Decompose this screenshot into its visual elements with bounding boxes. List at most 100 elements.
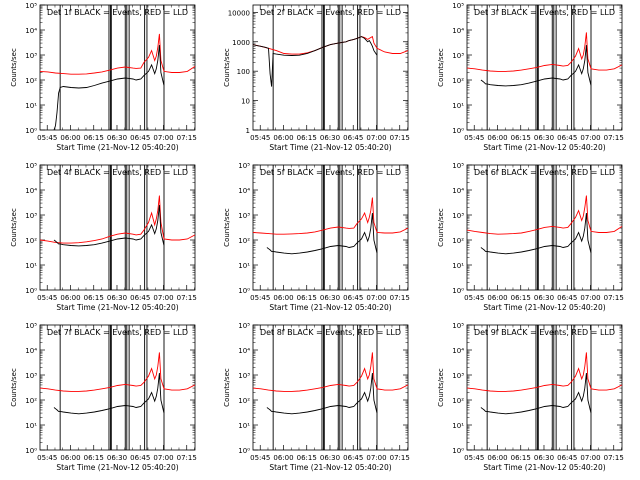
y-tick-label: 10⁴ <box>25 27 37 35</box>
x-tick-label: 06:45 <box>130 294 150 302</box>
events-series-line <box>53 372 165 415</box>
y-tick-label: 10⁰ <box>238 447 250 455</box>
y-tick-label: 10⁵ <box>238 322 250 330</box>
x-axis-title: Start Time (21-Nov-12 05:40:20) <box>483 143 605 152</box>
x-tick-label: 07:00 <box>153 454 173 462</box>
x-tick-label: 07:15 <box>177 134 197 142</box>
y-tick-label: 10⁴ <box>25 347 37 355</box>
y-tick-label: 10¹ <box>25 102 37 110</box>
x-tick-label: 06:15 <box>511 454 531 462</box>
detector-panel-9: 10⁰ 10¹ 10² 10³ 10⁴ 10⁵ 05:45 06:00 06:15 06:30 06… <box>437 322 624 472</box>
x-tick-label: 06:45 <box>343 454 363 462</box>
y-tick-label: 10³ <box>238 212 250 220</box>
x-tick-label: 05:45 <box>464 294 484 302</box>
detector-panel-6: 10⁰ 10¹ 10² 10³ 10⁴ 10⁵ 05:45 06:00 06:15 06:30 06… <box>437 162 624 312</box>
x-tick-label: 06:45 <box>343 294 363 302</box>
y-tick-label: 10⁴ <box>238 347 250 355</box>
events-series-line <box>53 205 165 247</box>
y-tick-label: 10¹ <box>25 262 37 270</box>
y-tick-label: 10¹ <box>25 422 37 430</box>
x-axis-title: Start Time (21-Nov-12 05:40:20) <box>56 303 178 312</box>
y-tick-label: 10² <box>25 397 37 405</box>
x-tick-label: 05:45 <box>37 454 57 462</box>
x-tick-label: 06:15 <box>84 134 104 142</box>
x-tick-label: 06:15 <box>511 294 531 302</box>
plot-frame <box>39 164 196 291</box>
x-tick-label: 06:45 <box>130 134 150 142</box>
y-tick-label: 10⁰ <box>25 127 37 135</box>
x-tick-label: 06:00 <box>60 454 80 462</box>
detector-panel-2: 1 10 100 1000 10000 05:45 06:00 06:15 06:30 06:45… <box>223 4 410 152</box>
plot-frame <box>466 324 623 451</box>
x-tick-label: 06:30 <box>320 294 340 302</box>
y-tick-label: 10⁵ <box>25 162 37 170</box>
y-tick-label: 10² <box>452 397 464 405</box>
x-tick-label: 06:30 <box>534 294 554 302</box>
y-tick-label: 10³ <box>238 372 250 380</box>
panel-title: Det 3f BLACK = Events, RED = LLD <box>474 8 615 17</box>
y-tick-label: 10⁵ <box>238 162 250 170</box>
y-tick-label: 10² <box>452 77 464 85</box>
lld-series-line <box>39 195 196 244</box>
x-tick-label: 06:30 <box>320 454 340 462</box>
plot-frame <box>466 4 623 131</box>
y-tick-label: 10⁰ <box>25 287 37 295</box>
panel-title: Det 5f BLACK = Events, RED = LLD <box>260 168 401 177</box>
y-tick-label: 10³ <box>25 52 37 60</box>
plot-frame <box>252 4 409 131</box>
panel-title: Det 7f BLACK = Events, RED = LLD <box>47 328 188 337</box>
detector-panel-5: 10⁰ 10¹ 10² 10³ 10⁴ 10⁵ 05:45 06:00 06:15 06:30 06… <box>223 162 410 312</box>
x-tick-label: 07:15 <box>177 454 197 462</box>
y-axis-title: Counts/sec <box>10 368 18 407</box>
plot-frame <box>39 4 196 131</box>
x-tick-label: 07:15 <box>390 454 410 462</box>
lld-series-line <box>252 197 409 235</box>
x-tick-label: 06:30 <box>320 134 340 142</box>
x-tick-label: 06:00 <box>487 134 507 142</box>
y-axis-title: Counts/sec <box>223 368 231 407</box>
plot-frame <box>466 164 623 291</box>
y-tick-label: 10³ <box>452 212 464 220</box>
y-tick-label: 100 <box>237 68 250 76</box>
panel-title: Det 4f BLACK = Events, RED = LLD <box>47 168 188 177</box>
y-tick-label: 10³ <box>25 212 37 220</box>
y-tick-label: 10² <box>25 237 37 245</box>
events-series-line <box>480 212 592 255</box>
detector-panel-7: 10⁰ 10¹ 10² 10³ 10⁴ 10⁵ 05:45 06:00 06:15 06:30 06… <box>10 322 197 472</box>
y-tick-label: 10¹ <box>238 262 250 270</box>
x-tick-label: 06:15 <box>84 294 104 302</box>
x-tick-label: 07:15 <box>604 294 624 302</box>
x-tick-label: 07:00 <box>153 134 173 142</box>
lld-series-line <box>252 352 409 392</box>
detector-panel-4: 10⁰ 10¹ 10² 10³ 10⁴ 10⁵ 05:45 06:00 06:15 06:30 06… <box>10 162 197 312</box>
y-tick-label: 10² <box>238 237 250 245</box>
events-series-line <box>266 372 378 415</box>
x-tick-label: 05:45 <box>250 454 270 462</box>
x-tick-label: 07:15 <box>177 294 197 302</box>
y-tick-label: 10¹ <box>452 262 464 270</box>
detector-panel-8: 10⁰ 10¹ 10² 10³ 10⁴ 10⁵ 05:45 06:00 06:15 06:30 06… <box>223 322 410 472</box>
events-series-line <box>480 372 592 415</box>
y-tick-label: 10⁰ <box>452 287 464 295</box>
y-tick-label: 10⁰ <box>238 287 250 295</box>
x-tick-label: 06:00 <box>273 294 293 302</box>
x-tick-label: 07:15 <box>604 134 624 142</box>
panel-title: Det 8f BLACK = Events, RED = LLD <box>260 328 401 337</box>
y-tick-label: 10⁴ <box>238 187 250 195</box>
x-tick-label: 06:15 <box>297 454 317 462</box>
x-axis-title: Start Time (21-Nov-12 05:40:20) <box>269 303 391 312</box>
x-tick-label: 06:15 <box>297 294 317 302</box>
y-tick-label: 10³ <box>452 52 464 60</box>
y-tick-label: 10³ <box>452 372 464 380</box>
y-axis-title: Counts/sec <box>223 208 231 247</box>
y-tick-label: 10⁵ <box>452 322 464 330</box>
y-tick-label: 10⁵ <box>452 2 464 10</box>
x-tick-label: 05:45 <box>37 134 57 142</box>
y-tick-label: 10000 <box>228 9 250 17</box>
lld-series-line <box>39 33 196 75</box>
y-tick-label: 10⁰ <box>25 447 37 455</box>
y-axis-title: Counts/sec <box>437 208 445 247</box>
y-tick-label: 10⁵ <box>452 162 464 170</box>
x-tick-label: 05:45 <box>250 294 270 302</box>
